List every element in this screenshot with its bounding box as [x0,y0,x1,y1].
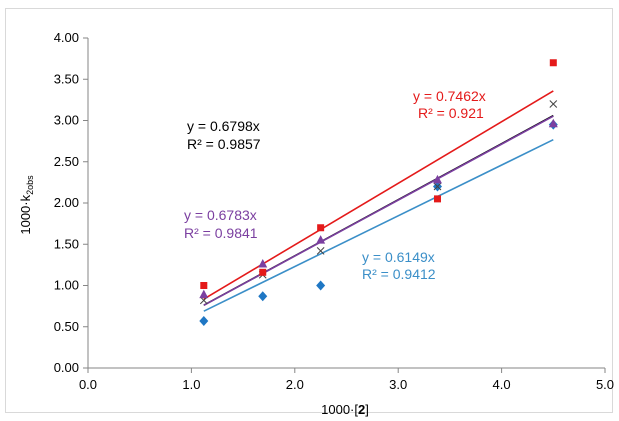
labels: y = 0.7462x R² = 0.921 y = 0.6798x R² = … [184,88,486,282]
y-tick-label: 4.00 [54,30,79,45]
data-point-purple [199,289,209,299]
equation-black: y = 0.6798x [187,118,260,134]
y-tick-label: 0.50 [54,319,79,334]
data-point-purple [316,235,326,244]
y-tick-label: 1.50 [54,236,79,251]
r2-blue: R² = 0.9412 [362,266,436,282]
data-point-purple [258,259,268,268]
x-tick-label: 0.0 [79,377,97,392]
data-point-black [316,246,325,255]
y-tick-label: 0.00 [54,360,79,375]
x-tick-label: 2.0 [286,377,304,392]
data-point-red [433,195,441,203]
data-point-blue [199,315,209,326]
x-tick-label: 4.0 [493,377,511,392]
r2-purple: R² = 0.9841 [184,225,258,241]
data-point-black [433,182,442,191]
data-point-blue [258,291,268,302]
data-point-blue [316,280,326,291]
data-point-black [549,100,558,108]
chart-frame [5,8,613,413]
x-axis-label: 1000·[2] [321,402,369,417]
x-tick-label: 5.0 [596,377,614,392]
x-marker-stroke [433,182,442,191]
data-point-red [317,224,325,232]
data-point-red [549,59,557,67]
equation-purple: y = 0.6783x [184,207,257,223]
x-marker-stroke [549,100,558,108]
data-point-purple [432,174,442,184]
y-axis-label: 1000·k2obs [18,175,35,235]
data-point-red [200,282,208,289]
axes: 0.00 0.50 1.00 1.50 2.00 2.50 3.00 3.50 4.00 0.0 1… [54,30,614,392]
equation-red: y = 0.7462x [413,88,486,104]
markers [199,59,558,326]
y-tick-label: 1.00 [54,278,79,293]
r2-red: R² = 0.921 [418,105,484,121]
y-tick-label: 3.50 [54,71,79,86]
equation-blue: y = 0.6149x [362,249,435,265]
r2-black: R² = 0.9857 [187,136,261,152]
x-marker-stroke [316,246,325,255]
trendline-blue [203,139,554,312]
y-tick-label: 2.50 [54,154,79,169]
y-tick-label: 2.00 [54,195,79,210]
x-tick-label: 1.0 [182,377,200,392]
x-tick-label: 3.0 [389,377,407,392]
data-point-purple [548,118,558,128]
y-tick-label: 3.00 [54,113,79,128]
data-point-red [259,268,267,276]
